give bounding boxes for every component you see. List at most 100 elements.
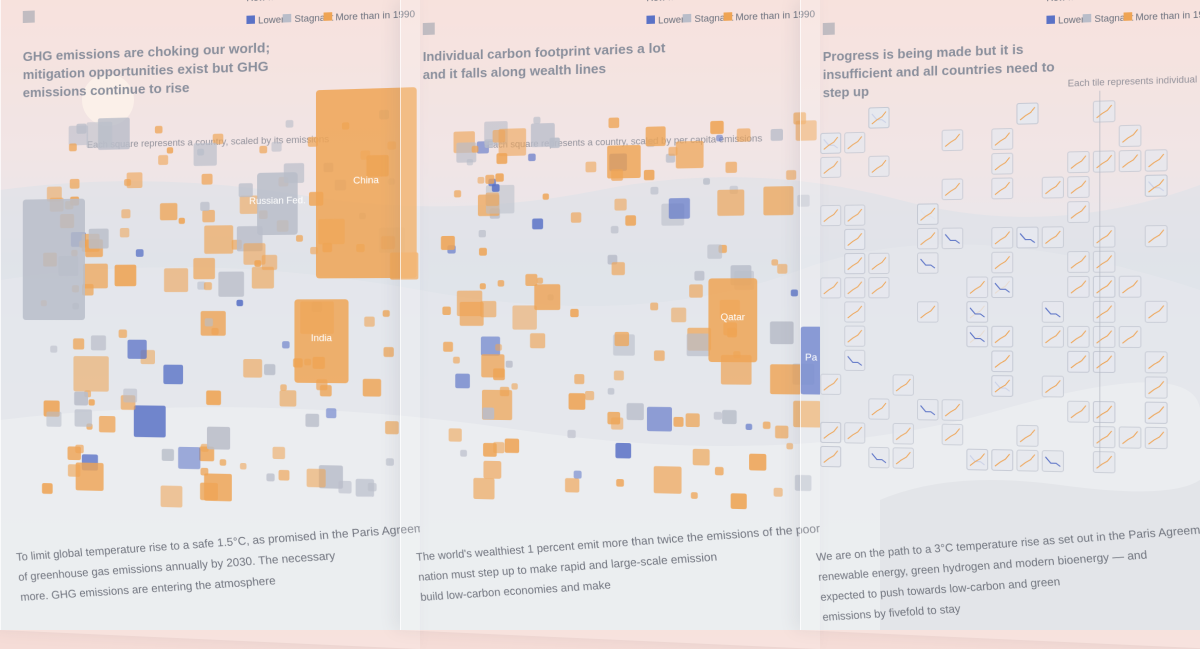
tile — [869, 107, 889, 128]
tile — [488, 178, 496, 187]
tile — [76, 123, 87, 134]
tile — [504, 438, 520, 454]
tile — [480, 300, 497, 318]
tile — [476, 141, 489, 154]
tile — [574, 374, 585, 385]
legend-swatch — [1082, 13, 1092, 23]
tile — [473, 477, 495, 500]
tile — [533, 116, 541, 124]
tile — [306, 468, 326, 488]
tile — [532, 218, 544, 230]
tile — [821, 422, 841, 442]
tile — [992, 128, 1013, 149]
tile — [239, 462, 247, 470]
tile — [492, 129, 506, 143]
logo — [822, 22, 835, 36]
panel-title: Progress is being made but it isinsuffic… — [823, 40, 1055, 100]
tile — [722, 409, 737, 425]
tile — [88, 399, 95, 406]
tile — [81, 454, 98, 471]
tile — [283, 163, 305, 184]
tile — [202, 209, 215, 223]
tile — [869, 278, 889, 298]
tile — [845, 253, 865, 273]
body-line: To limit global temperature rise to a sa… — [16, 517, 420, 564]
tile — [385, 421, 399, 435]
tile — [689, 284, 703, 298]
tile — [614, 331, 630, 347]
tile — [279, 390, 297, 407]
tile — [212, 133, 224, 145]
tile — [326, 408, 337, 419]
tile — [992, 227, 1013, 248]
legend-item: More than in 1990 — [735, 9, 815, 23]
tile — [692, 448, 710, 466]
tile — [608, 117, 620, 129]
tile — [166, 147, 174, 154]
legend-swatch — [723, 12, 733, 21]
tile — [140, 349, 155, 365]
tile — [493, 441, 505, 454]
tile — [204, 318, 213, 327]
tile — [942, 179, 963, 200]
tile — [1119, 276, 1141, 297]
tile — [893, 375, 913, 395]
tile — [992, 351, 1013, 372]
tile — [992, 376, 1013, 397]
tile — [118, 329, 127, 338]
tile — [708, 278, 758, 363]
tile — [821, 446, 841, 466]
tile — [869, 156, 889, 177]
tile — [73, 356, 109, 392]
tile — [206, 390, 221, 406]
tile — [869, 447, 889, 468]
tile — [478, 230, 486, 238]
tile — [484, 139, 494, 149]
tile — [75, 444, 84, 454]
annotation: Each tile represents individual country … — [1068, 69, 1200, 89]
tile — [762, 421, 771, 430]
legend-item: Stagnant — [294, 12, 333, 24]
tile — [607, 387, 615, 395]
tile — [511, 383, 518, 390]
tile — [74, 409, 92, 427]
tile — [364, 316, 375, 327]
tile — [456, 142, 477, 163]
tile — [567, 429, 576, 439]
tile — [967, 326, 988, 347]
tile — [771, 259, 779, 266]
body-line: emissions by fivefold to stay — [822, 603, 962, 624]
legend-swatch — [323, 12, 333, 21]
tile — [1068, 201, 1089, 222]
tile — [645, 126, 666, 147]
tile — [154, 125, 163, 134]
tile — [440, 235, 455, 251]
tile — [992, 326, 1013, 347]
tile — [1068, 276, 1089, 297]
tile — [942, 130, 963, 151]
background — [0, 74, 1200, 630]
tile — [127, 339, 147, 359]
tile — [821, 278, 841, 298]
tile — [219, 459, 227, 466]
legend-swatch — [682, 13, 692, 23]
tile — [992, 277, 1013, 298]
tile — [653, 466, 682, 494]
legend-swatch — [1123, 12, 1133, 21]
tile — [114, 264, 137, 287]
tile — [694, 270, 705, 281]
tile — [496, 152, 508, 165]
tile — [536, 277, 544, 284]
tile — [86, 423, 93, 430]
tile — [238, 183, 253, 198]
tile — [918, 302, 938, 322]
tile — [505, 360, 513, 368]
tile — [573, 470, 582, 479]
tile — [686, 333, 710, 357]
tile — [448, 428, 462, 442]
tile-label: India — [311, 333, 332, 344]
tile — [1042, 227, 1063, 248]
legend-question: How much have emissions changed — [1046, 0, 1200, 3]
tile — [193, 142, 217, 167]
tile — [869, 253, 889, 273]
